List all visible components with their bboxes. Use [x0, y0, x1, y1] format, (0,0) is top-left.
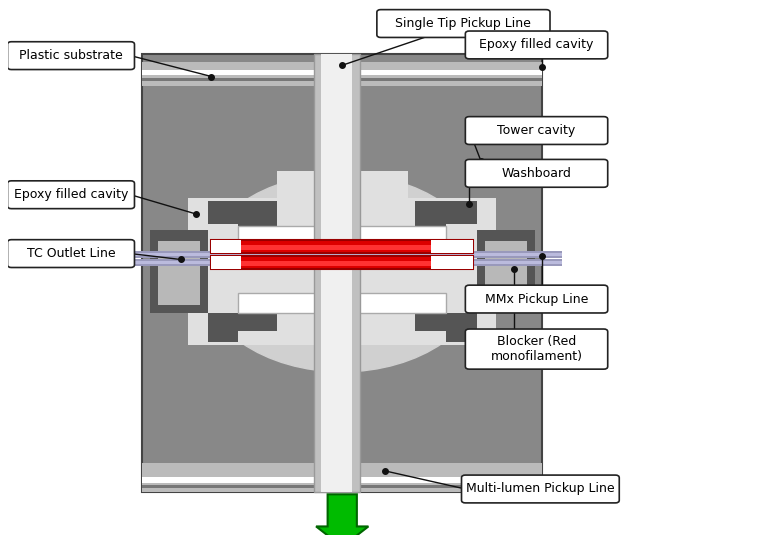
Bar — [142, 463, 542, 492]
Bar — [142, 477, 542, 483]
Bar — [123, 259, 562, 266]
Bar — [123, 251, 562, 258]
Bar — [158, 241, 200, 305]
Polygon shape — [207, 201, 277, 235]
Polygon shape — [416, 201, 477, 235]
Bar — [430, 240, 473, 253]
Text: MMx Pickup Line: MMx Pickup Line — [485, 293, 588, 305]
Text: TC Outlet Line: TC Outlet Line — [26, 247, 115, 260]
Bar — [142, 78, 542, 81]
Bar — [477, 230, 535, 313]
Polygon shape — [207, 313, 277, 342]
Bar — [277, 171, 408, 235]
Bar — [150, 230, 207, 313]
Bar — [277, 270, 408, 334]
Bar — [314, 54, 360, 492]
Bar — [322, 54, 352, 492]
FancyBboxPatch shape — [465, 159, 608, 187]
Text: Blocker (Red
monofilament): Blocker (Red monofilament) — [490, 335, 583, 363]
Bar — [142, 62, 542, 86]
FancyBboxPatch shape — [465, 285, 608, 313]
Bar — [142, 485, 542, 488]
Text: Single Tip Pickup Line: Single Tip Pickup Line — [395, 17, 531, 30]
Text: Multi-lumen Pickup Line: Multi-lumen Pickup Line — [466, 483, 615, 495]
Bar — [211, 245, 473, 250]
Text: Epoxy filled cavity: Epoxy filled cavity — [14, 188, 128, 201]
FancyBboxPatch shape — [462, 475, 619, 503]
Bar — [485, 241, 527, 305]
Bar — [430, 256, 473, 269]
Bar — [142, 70, 542, 75]
Bar — [123, 261, 562, 264]
Bar — [239, 293, 446, 313]
Bar — [239, 226, 446, 246]
FancyBboxPatch shape — [8, 181, 134, 209]
FancyBboxPatch shape — [465, 329, 608, 369]
Bar — [142, 54, 542, 492]
Bar — [188, 198, 497, 345]
Bar — [211, 240, 241, 253]
FancyBboxPatch shape — [465, 31, 608, 59]
Polygon shape — [416, 313, 477, 342]
Bar — [211, 256, 241, 269]
Bar — [211, 240, 473, 253]
Text: Tower cavity: Tower cavity — [497, 124, 576, 137]
FancyBboxPatch shape — [8, 42, 134, 70]
Bar — [211, 261, 473, 266]
Text: Epoxy filled cavity: Epoxy filled cavity — [479, 39, 594, 51]
Circle shape — [200, 174, 485, 372]
Bar — [123, 253, 562, 256]
FancyBboxPatch shape — [8, 240, 134, 268]
Text: Plastic substrate: Plastic substrate — [19, 49, 123, 62]
Text: Washboard: Washboard — [502, 167, 571, 180]
FancyBboxPatch shape — [377, 10, 550, 37]
Bar — [211, 256, 473, 269]
FancyBboxPatch shape — [465, 117, 608, 144]
FancyArrow shape — [316, 494, 368, 535]
